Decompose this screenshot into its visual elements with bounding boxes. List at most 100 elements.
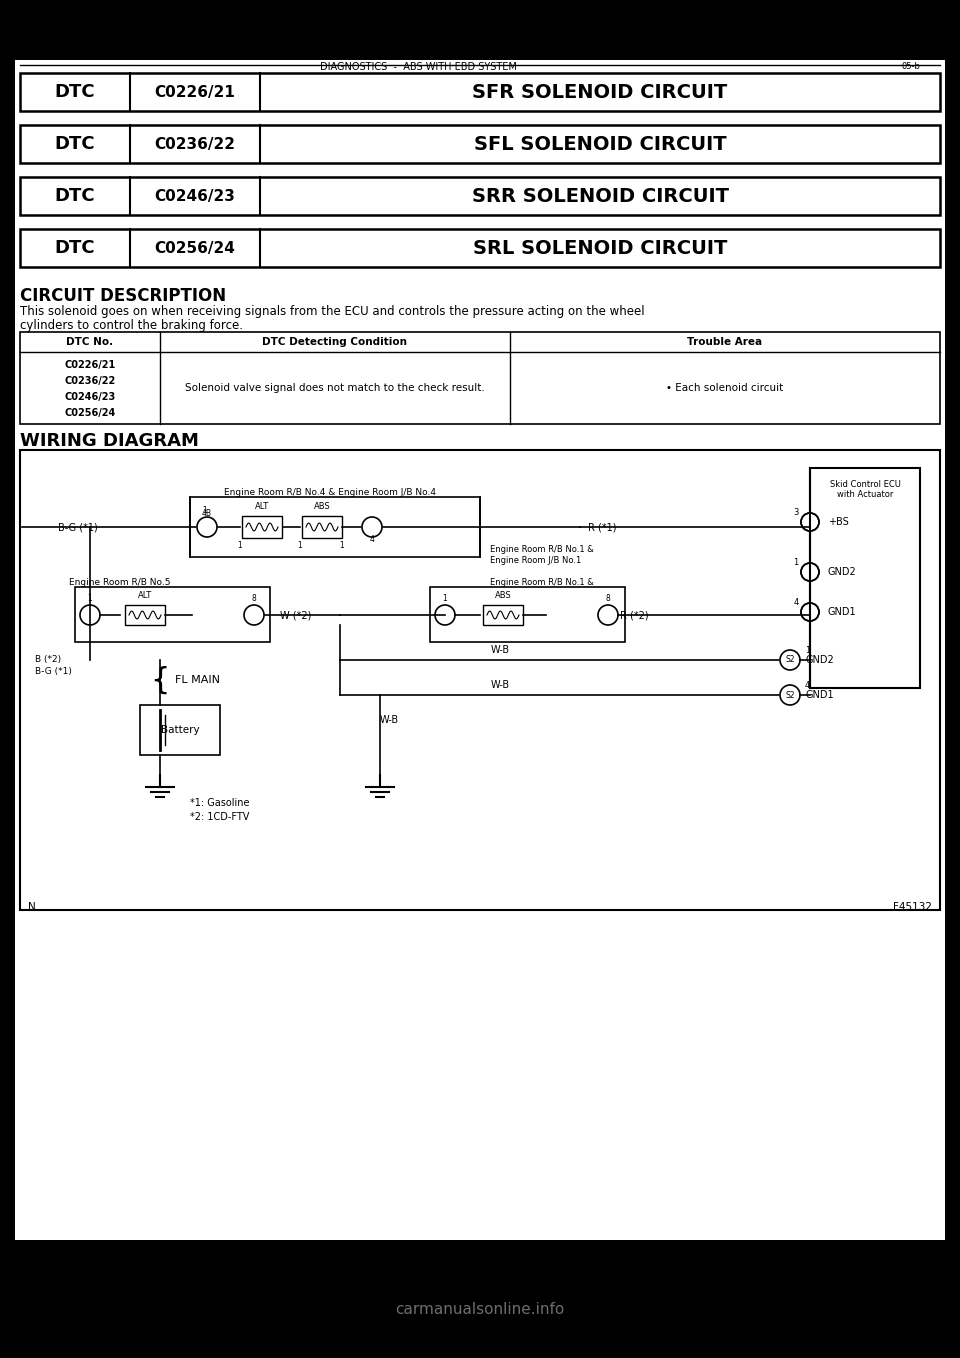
Text: FL MAIN: FL MAIN [175, 675, 220, 684]
Text: 05-717: 05-717 [860, 42, 909, 56]
Text: Engine Room R/B No.5: Engine Room R/B No.5 [69, 579, 171, 587]
Text: cylinders to control the braking force.: cylinders to control the braking force. [20, 319, 243, 331]
Text: B-G (*1): B-G (*1) [35, 667, 72, 676]
Text: Battery: Battery [160, 725, 200, 735]
Text: S2: S2 [785, 690, 795, 699]
Circle shape [598, 606, 618, 625]
Text: +BS: +BS [828, 517, 849, 527]
Text: 1: 1 [443, 593, 447, 603]
Text: *2: 1CD-FTV: *2: 1CD-FTV [190, 812, 250, 822]
Text: ABS: ABS [494, 591, 512, 600]
Text: R (*2): R (*2) [620, 610, 649, 621]
Bar [430, 587, 625, 642]
Text: ALT: ALT [138, 591, 152, 600]
Text: Engine Room R/B No.1 &: Engine Room R/B No.1 & [490, 579, 593, 587]
Bar [20, 230, 940, 268]
Text: 1: 1 [87, 593, 92, 603]
Text: {: { [151, 665, 170, 694]
Text: N: N [28, 902, 36, 913]
Text: SRL SOLENOID CIRCUIT: SRL SOLENOID CIRCUIT [473, 239, 727, 258]
Text: DTC: DTC [55, 83, 95, 100]
Text: 8: 8 [606, 593, 611, 603]
Bar [75, 587, 270, 642]
Text: B (*2): B (*2) [35, 655, 61, 664]
Text: C0246/23: C0246/23 [64, 392, 115, 402]
Text: 05-b: 05-b [901, 62, 920, 71]
Text: S2: S2 [785, 656, 795, 664]
Text: Engine Room R/B No.1 &: Engine Room R/B No.1 & [490, 545, 593, 554]
Text: 4: 4 [370, 535, 374, 545]
Bar [20, 331, 940, 424]
Text: CIRCUIT DESCRIPTION: CIRCUIT DESCRIPTION [20, 287, 227, 306]
Text: This solenoid goes on when receiving signals from the ECU and controls the press: This solenoid goes on when receiving sig… [20, 306, 644, 318]
Circle shape [435, 606, 455, 625]
Text: C0236/22: C0236/22 [64, 376, 115, 386]
Text: Skid Control ECU: Skid Control ECU [829, 479, 900, 489]
Text: GND2: GND2 [805, 655, 833, 665]
Bar [140, 705, 220, 755]
Text: DTC No.: DTC No. [66, 337, 113, 348]
Text: R (*1): R (*1) [588, 521, 616, 532]
Bar [15, 60, 945, 1240]
Text: DTC: DTC [55, 239, 95, 257]
Text: 1: 1 [793, 558, 799, 568]
Text: ALT: ALT [254, 502, 269, 511]
Bar [20, 177, 940, 215]
Text: *1: Gasoline: *1: Gasoline [190, 799, 250, 808]
Text: Engine Room R/B No.4 & Engine Room J/B No.4: Engine Room R/B No.4 & Engine Room J/B N… [224, 488, 436, 497]
Circle shape [780, 650, 800, 669]
Text: 1: 1 [238, 540, 242, 550]
Text: 1: 1 [203, 507, 207, 515]
Text: F45132: F45132 [893, 902, 932, 913]
Bar [20, 125, 940, 163]
Text: DIAGNOSTICS  -  ABS WITH EBD SYSTEM: DIAGNOSTICS - ABS WITH EBD SYSTEM [320, 62, 516, 72]
Text: W-B: W-B [380, 716, 399, 725]
Circle shape [362, 517, 382, 536]
Text: GND1: GND1 [805, 690, 833, 699]
Text: WIRING DIAGRAM: WIRING DIAGRAM [20, 432, 199, 449]
Text: carmanualsonline.info: carmanualsonline.info [396, 1302, 564, 1317]
Bar [302, 516, 342, 538]
Bar [810, 469, 920, 689]
Bar [20, 449, 940, 910]
Text: 8: 8 [252, 593, 256, 603]
Circle shape [801, 564, 819, 581]
Text: C0236/22: C0236/22 [155, 137, 235, 152]
Text: 4: 4 [793, 598, 799, 607]
Text: C0256/24: C0256/24 [155, 240, 235, 255]
Text: B-G (*1): B-G (*1) [58, 521, 98, 532]
Text: 4B: 4B [202, 509, 212, 519]
Text: ABS: ABS [314, 502, 330, 511]
Text: SFR SOLENOID CIRCUIT: SFR SOLENOID CIRCUIT [472, 83, 728, 102]
Bar [190, 497, 480, 557]
Text: 4: 4 [805, 680, 810, 690]
Text: with Actuator: with Actuator [837, 490, 893, 498]
Text: W-B: W-B [491, 680, 510, 690]
Circle shape [801, 603, 819, 621]
Text: C0256/24: C0256/24 [64, 407, 115, 418]
Text: SRR SOLENOID CIRCUIT: SRR SOLENOID CIRCUIT [471, 186, 729, 205]
Text: C0226/21: C0226/21 [155, 84, 235, 99]
Circle shape [801, 513, 819, 531]
Text: W (*2): W (*2) [280, 610, 311, 621]
Circle shape [197, 517, 217, 536]
Circle shape [244, 606, 264, 625]
Text: DTC: DTC [55, 134, 95, 153]
Text: C0246/23: C0246/23 [155, 189, 235, 204]
Text: AVENSIS REPAIR MANUAL  (RM1018E): AVENSIS REPAIR MANUAL (RM1018E) [30, 1329, 240, 1340]
Text: 3: 3 [793, 508, 799, 517]
Text: SFL SOLENOID CIRCUIT: SFL SOLENOID CIRCUIT [473, 134, 727, 153]
Text: W-B: W-B [491, 645, 510, 655]
Text: GND1: GND1 [828, 607, 856, 617]
Text: 1: 1 [298, 540, 302, 550]
Circle shape [80, 606, 100, 625]
Text: C0226/21: C0226/21 [64, 360, 115, 369]
Bar [125, 606, 165, 625]
Text: GND2: GND2 [828, 568, 856, 577]
Text: 1: 1 [340, 540, 345, 550]
Text: 1: 1 [805, 646, 810, 655]
Bar [242, 516, 282, 538]
Text: Trouble Area: Trouble Area [687, 337, 762, 348]
Text: DTC Detecting Condition: DTC Detecting Condition [262, 337, 407, 348]
Bar [20, 73, 940, 111]
